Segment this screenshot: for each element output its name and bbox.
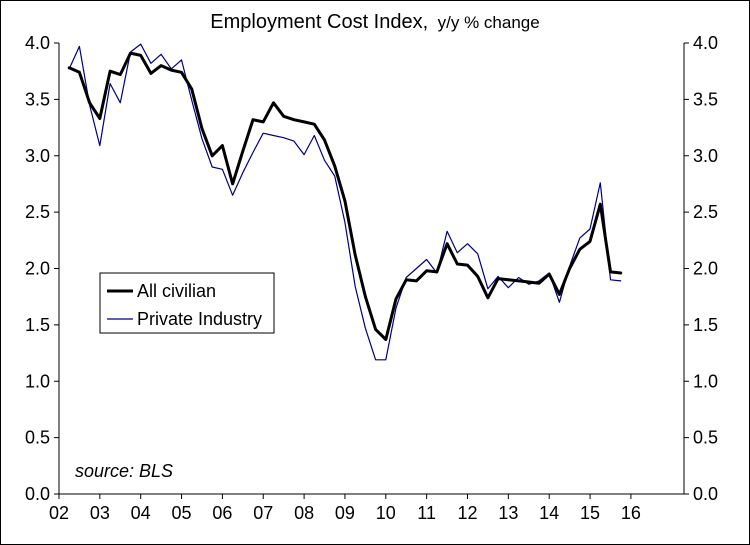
x-tick-label: 02 [49, 503, 69, 523]
y-tick-label-left: 0.5 [25, 428, 50, 448]
y-tick-label-left: 1.0 [25, 371, 50, 391]
y-axis-ticks: 0.0 0.0 0.5 0.5 1.0 1.0 1.5 1.5 2.0 2.0 2.5 2.5 3.0 3… [25, 33, 718, 504]
series-line-all-civilian [67, 51, 623, 341]
x-tick-label: 09 [335, 503, 355, 523]
series-layer [67, 43, 623, 361]
x-axis-ticks: 02 03 04 05 06 07 08 09 10 11 12 13 14 15 16 [49, 494, 641, 523]
y-tick-label-right: 0.5 [693, 428, 718, 448]
y-tick-label-right: 3.0 [693, 146, 718, 166]
y-tick-label-right: 0.0 [693, 484, 718, 504]
y-tick-label-left: 0.0 [25, 484, 50, 504]
legend: All civilian Private Industry [99, 272, 275, 334]
x-tick-label: 12 [457, 503, 477, 523]
y-tick-label-left: 2.0 [25, 259, 50, 279]
legend-label-private-industry: Private Industry [137, 309, 262, 329]
y-tick-label-left: 1.5 [25, 315, 50, 335]
y-tick-label-right: 1.0 [693, 371, 718, 391]
x-tick-label: 13 [498, 503, 518, 523]
x-tick-label: 15 [580, 503, 600, 523]
y-tick-label-left: 3.5 [25, 89, 50, 109]
y-tick-label-right: 2.5 [693, 202, 718, 222]
x-tick-label: 05 [172, 503, 192, 523]
chart-title: Employment Cost Index, y/y % change [210, 11, 539, 33]
series-line-private-industry [68, 43, 622, 361]
chart-title-suffix: y/y % change [438, 13, 540, 32]
y-tick-label-left: 3.0 [25, 146, 50, 166]
y-tick-label-right: 4.0 [693, 33, 718, 53]
x-tick-label: 07 [253, 503, 273, 523]
y-tick-label-right: 3.5 [693, 89, 718, 109]
y-tick-label-right: 2.0 [693, 259, 718, 279]
x-tick-label: 04 [131, 503, 151, 523]
x-tick-label: 08 [294, 503, 314, 523]
y-tick-label-left: 2.5 [25, 202, 50, 222]
x-tick-label: 06 [212, 503, 232, 523]
plot-area: 0.0 0.0 0.5 0.5 1.0 1.0 1.5 1.5 2.0 2.0 2.5 2.5 3.0 3… [25, 33, 718, 523]
legend-label-all-civilian: All civilian [137, 281, 216, 301]
x-tick-label: 10 [376, 503, 396, 523]
y-tick-label-right: 1.5 [693, 315, 718, 335]
x-tick-label: 11 [417, 503, 436, 523]
x-tick-label: 16 [621, 503, 641, 523]
x-tick-label: 03 [90, 503, 110, 523]
legend-box [99, 272, 275, 334]
y-tick-label-left: 4.0 [25, 33, 50, 53]
x-tick-label: 14 [539, 503, 559, 523]
chart-title-main: Employment Cost Index, [210, 11, 428, 33]
source-annotation: source: BLS [75, 461, 173, 481]
